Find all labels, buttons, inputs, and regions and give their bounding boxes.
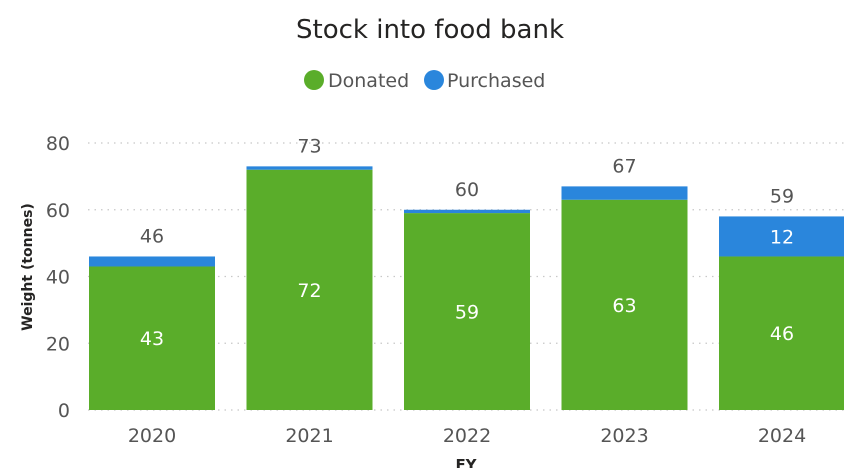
y-axis-label: Weight (tonnes)	[20, 203, 36, 331]
y-tick-label-0: 0	[58, 400, 70, 422]
legend-label-donated: Donated	[328, 70, 409, 92]
bar-donated-2020	[89, 266, 215, 410]
x-tick-label-2020: 2020	[128, 425, 176, 447]
legend-label-purchased: Purchased	[447, 70, 545, 92]
bar-donated-2024	[719, 256, 844, 410]
x-tick-label-2021: 2021	[285, 425, 333, 447]
data-label-donated-2021: 72	[297, 280, 321, 302]
y-tick-label-20: 20	[46, 333, 70, 355]
total-label-2020: 46	[140, 225, 164, 247]
bar-donated-2022	[404, 213, 530, 410]
data-label-donated-2022: 59	[455, 302, 479, 324]
data-label-donated-2023: 63	[612, 295, 636, 317]
bar-purchased-2021	[246, 166, 373, 170]
data-label-purchased-2024: 12	[770, 226, 794, 248]
bar-purchased-2020	[89, 256, 215, 267]
x-axis-label: FY	[455, 456, 477, 468]
total-label-2022: 60	[455, 179, 479, 201]
total-label-2024: 59	[770, 185, 794, 207]
data-label-donated-2020: 43	[140, 328, 164, 350]
legend-marker-purchased	[424, 70, 444, 90]
y-axis-ticks: 0 20 40 60 80	[46, 133, 70, 422]
bar-purchased-2022	[404, 209, 530, 214]
bar-donated-2021	[246, 169, 373, 410]
bar-purchased-2023	[561, 186, 688, 200]
y-tick-label-60: 60	[46, 200, 70, 222]
total-label-2021: 73	[297, 135, 321, 157]
bar-purchased-2024	[719, 216, 844, 257]
legend-marker-donated	[304, 70, 324, 90]
bar-donated-2023	[561, 199, 688, 410]
chart-title: Stock into food bank	[296, 15, 564, 45]
y-tick-label-40: 40	[46, 267, 70, 289]
x-tick-label-2024: 2024	[758, 425, 806, 447]
x-tick-label-2023: 2023	[600, 425, 648, 447]
y-tick-label-80: 80	[46, 133, 70, 155]
x-axis-ticks: 2020 2021 2022 2023 2024	[128, 425, 806, 447]
data-labels: 43 46 72 73 59 60 63 67 46 12 59	[140, 135, 794, 350]
bars	[89, 166, 844, 410]
legend: Donated Purchased	[304, 70, 545, 92]
x-tick-label-2022: 2022	[443, 425, 491, 447]
data-label-donated-2024: 46	[770, 323, 794, 345]
total-label-2023: 67	[612, 155, 636, 177]
